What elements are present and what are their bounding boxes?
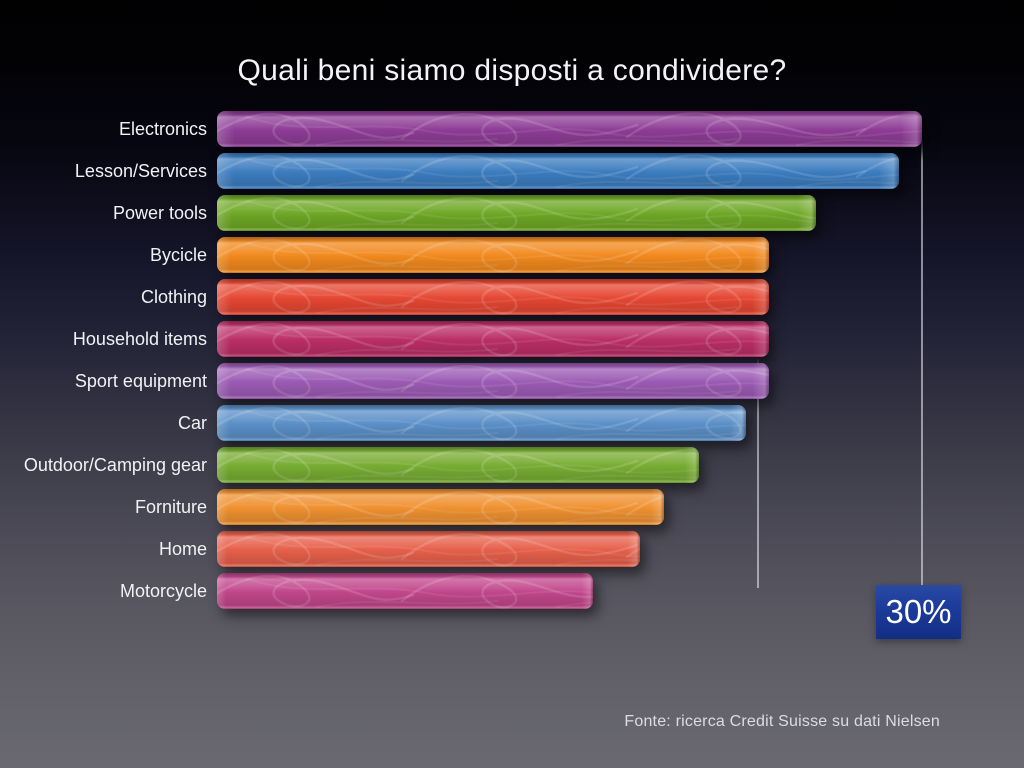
bar-forniture	[217, 489, 664, 525]
bar-bycicle	[217, 237, 770, 273]
category-label: Lesson/Services	[74, 160, 207, 181]
bar-area	[217, 321, 1024, 357]
bar-row: Motorcycle	[0, 570, 1024, 612]
category-label: Motorcycle	[119, 580, 207, 601]
bar-gloss	[217, 489, 664, 525]
bar-area	[217, 489, 1024, 525]
bar-row: Car	[0, 402, 1024, 444]
category-label: Forniture	[134, 496, 207, 517]
bar-chart: Electronics Lesson/Services Power tools Byc…	[0, 108, 1024, 612]
value-callout: 30%	[876, 585, 961, 639]
bar-row: Bycicle	[0, 234, 1024, 276]
bar-area	[217, 405, 1024, 441]
category-label: Car	[177, 412, 207, 433]
chart-title: Quali beni siamo disposti a condividere?	[237, 54, 787, 87]
bar-row: Lesson/Services	[0, 150, 1024, 192]
bar-gloss	[217, 447, 699, 483]
bar-clothing	[217, 279, 770, 315]
bar-area	[217, 195, 1024, 231]
bar-gloss	[217, 363, 770, 399]
bar-home	[217, 531, 640, 567]
bar-area	[217, 363, 1024, 399]
bar-gloss	[217, 195, 817, 231]
bar-gloss	[217, 531, 640, 567]
category-label: Outdoor/Camping gear	[23, 454, 207, 475]
bar-gloss	[217, 321, 770, 357]
category-label: Clothing	[140, 286, 207, 307]
bar-gloss	[217, 279, 770, 315]
bar-row: Power tools	[0, 192, 1024, 234]
bar-row: Outdoor/Camping gear	[0, 444, 1024, 486]
bar-area	[217, 531, 1024, 567]
bar-row: Home	[0, 528, 1024, 570]
bar-power-tools	[217, 195, 817, 231]
bar-gloss	[217, 573, 593, 609]
bar-lesson-services	[217, 153, 899, 189]
bar-household-items	[217, 321, 770, 357]
category-label: Home	[158, 538, 207, 559]
bar-car	[217, 405, 746, 441]
bar-area	[217, 111, 1024, 147]
bar-gloss	[217, 153, 899, 189]
bar-row: Sport equipment	[0, 360, 1024, 402]
category-label: Sport equipment	[74, 370, 207, 391]
bar-row: Electronics	[0, 108, 1024, 150]
bar-sport-equipment	[217, 363, 770, 399]
bar-row: Household items	[0, 318, 1024, 360]
bar-gloss	[217, 111, 922, 147]
category-label: Bycicle	[149, 244, 207, 265]
category-label: Power tools	[112, 202, 207, 223]
bar-row: Clothing	[0, 276, 1024, 318]
category-label: Electronics	[118, 118, 207, 139]
bar-area	[217, 153, 1024, 189]
dropline-23-percent	[756, 358, 759, 588]
bar-area	[217, 573, 1024, 609]
bar-area	[217, 447, 1024, 483]
category-label: Household items	[72, 328, 207, 349]
bar-area	[217, 237, 1024, 273]
source-note: Fonte: ricerca Credit Suisse su dati Nie…	[624, 713, 940, 730]
bar-area	[217, 279, 1024, 315]
bar-motorcycle	[217, 573, 593, 609]
dropline-30-percent	[921, 138, 923, 585]
bar-outdoor-camping-gear	[217, 447, 699, 483]
bar-electronics	[217, 111, 922, 147]
bar-gloss	[217, 405, 746, 441]
bar-row: Forniture	[0, 486, 1024, 528]
bar-gloss	[217, 237, 770, 273]
